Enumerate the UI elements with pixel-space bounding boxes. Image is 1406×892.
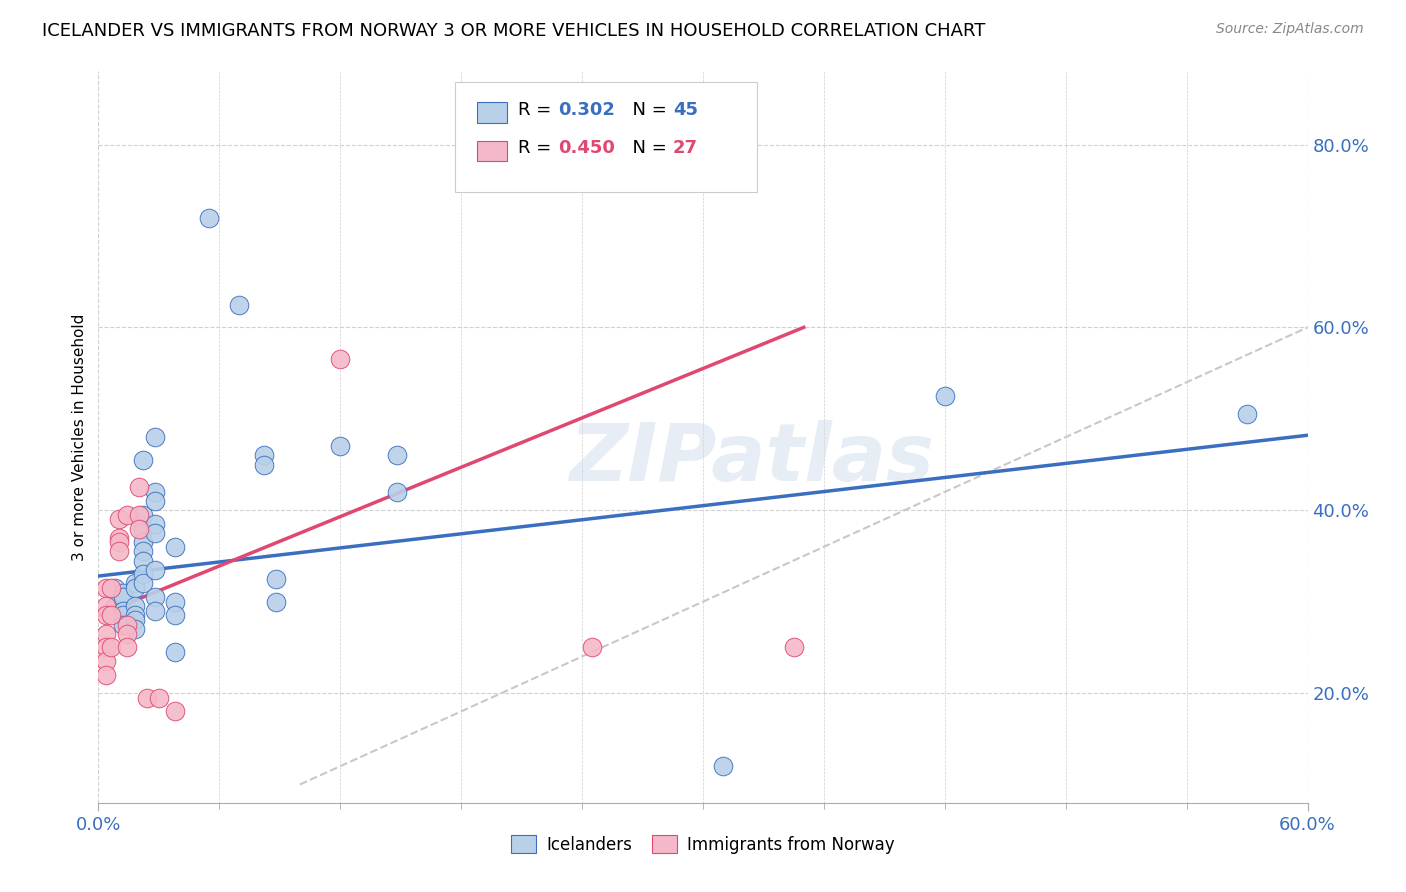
- FancyBboxPatch shape: [456, 82, 758, 192]
- Point: [163, 645, 186, 659]
- Point: [143, 604, 166, 618]
- Text: R =: R =: [517, 101, 557, 120]
- Point: [124, 608, 146, 623]
- Point: [124, 599, 146, 614]
- Point: [96, 626, 118, 640]
- Point: [96, 581, 118, 595]
- Point: [100, 581, 122, 595]
- Point: [135, 690, 157, 705]
- Point: [115, 640, 138, 655]
- Point: [228, 297, 250, 311]
- Point: [148, 690, 170, 705]
- Point: [198, 211, 221, 225]
- Point: [115, 508, 138, 522]
- Point: [111, 617, 134, 632]
- Point: [96, 599, 118, 614]
- Point: [329, 352, 352, 367]
- Point: [143, 563, 166, 577]
- Text: 0.450: 0.450: [558, 139, 614, 157]
- Y-axis label: 3 or more Vehicles in Household: 3 or more Vehicles in Household: [72, 313, 87, 561]
- Point: [143, 430, 166, 444]
- Point: [385, 485, 408, 500]
- Point: [96, 608, 118, 623]
- Point: [107, 544, 129, 558]
- Point: [163, 705, 186, 719]
- Text: 27: 27: [672, 139, 697, 157]
- Point: [163, 608, 186, 623]
- Point: [111, 604, 134, 618]
- Point: [111, 585, 134, 599]
- Point: [115, 617, 138, 632]
- Point: [128, 480, 150, 494]
- FancyBboxPatch shape: [477, 141, 508, 161]
- Text: 45: 45: [672, 101, 697, 120]
- Text: ZIPatlas: ZIPatlas: [569, 420, 934, 498]
- Point: [711, 759, 734, 773]
- Point: [1236, 407, 1258, 421]
- Point: [132, 553, 155, 567]
- Point: [143, 526, 166, 541]
- Point: [96, 667, 118, 681]
- Point: [128, 521, 150, 535]
- Text: Source: ZipAtlas.com: Source: ZipAtlas.com: [1216, 22, 1364, 37]
- Point: [143, 516, 166, 531]
- Point: [96, 640, 118, 655]
- Point: [132, 535, 155, 549]
- Point: [253, 448, 276, 462]
- Point: [143, 494, 166, 508]
- Point: [111, 608, 134, 623]
- Point: [163, 540, 186, 554]
- Point: [103, 599, 125, 614]
- Point: [107, 535, 129, 549]
- Text: N =: N =: [621, 101, 672, 120]
- Point: [783, 640, 806, 655]
- Point: [100, 640, 122, 655]
- Point: [264, 594, 287, 608]
- Point: [132, 544, 155, 558]
- Point: [107, 531, 129, 545]
- Point: [96, 654, 118, 668]
- Text: ICELANDER VS IMMIGRANTS FROM NORWAY 3 OR MORE VEHICLES IN HOUSEHOLD CORRELATION : ICELANDER VS IMMIGRANTS FROM NORWAY 3 OR…: [42, 22, 986, 40]
- Point: [132, 521, 155, 535]
- Point: [163, 594, 186, 608]
- Point: [581, 640, 603, 655]
- Legend: Icelanders, Immigrants from Norway: Icelanders, Immigrants from Norway: [505, 829, 901, 860]
- Point: [385, 448, 408, 462]
- Point: [143, 590, 166, 604]
- Point: [124, 576, 146, 591]
- Point: [253, 458, 276, 472]
- Text: N =: N =: [621, 139, 672, 157]
- Point: [124, 613, 146, 627]
- Point: [115, 626, 138, 640]
- Point: [124, 581, 146, 595]
- Point: [100, 608, 122, 623]
- Point: [111, 590, 134, 604]
- FancyBboxPatch shape: [477, 102, 508, 122]
- Point: [103, 581, 125, 595]
- Point: [132, 567, 155, 582]
- Point: [132, 453, 155, 467]
- Point: [132, 508, 155, 522]
- Point: [124, 622, 146, 636]
- Point: [128, 508, 150, 522]
- Point: [329, 439, 352, 453]
- Point: [107, 512, 129, 526]
- Point: [143, 485, 166, 500]
- Point: [934, 389, 956, 403]
- Point: [132, 576, 155, 591]
- Point: [264, 572, 287, 586]
- Text: R =: R =: [517, 139, 557, 157]
- Text: 0.302: 0.302: [558, 101, 614, 120]
